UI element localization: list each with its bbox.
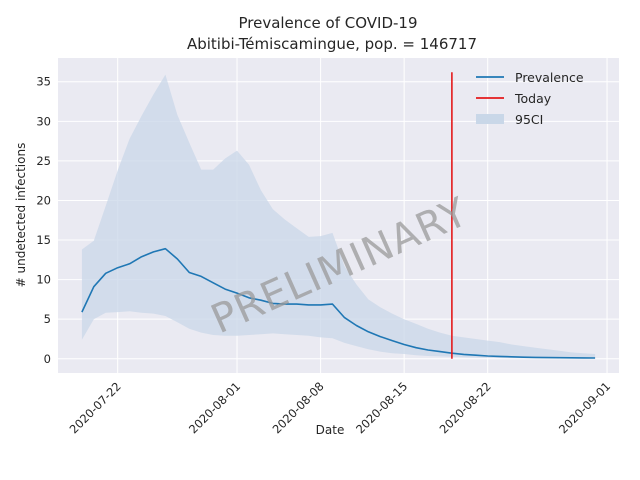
x-tick-label-4: 2020-08-22 (437, 379, 494, 436)
legend-today-label: Today (514, 91, 552, 106)
x-tick-label-1: 2020-08-01 (186, 379, 243, 436)
y-tick-labels: 0 5 10 15 20 25 30 35 (36, 75, 51, 366)
ci-band (81, 74, 596, 359)
legend-ci-swatch (476, 114, 504, 124)
y-tick-label-1: 5 (44, 312, 51, 326)
legend-ci-label: 95CI (515, 112, 543, 127)
y-axis-label: # undetected infections (14, 143, 28, 288)
chart-title: Prevalence of COVID-19 (238, 14, 417, 32)
y-tick-label-3: 15 (36, 233, 51, 247)
chart-subtitle: Abitibi-Témiscamingue, pop. = 146717 (187, 35, 477, 53)
x-axis-label: Date (316, 423, 345, 437)
y-tick-label-2: 10 (36, 273, 51, 287)
prevalence-line (81, 247, 596, 359)
x-tick-label-5: 2020-09-01 (556, 379, 613, 436)
y-tick-label-7: 35 (36, 75, 51, 89)
y-tick-label-4: 20 (36, 193, 51, 207)
legend: Prevalence Today 95CI (476, 70, 584, 127)
x-tick-label-0: 2020-07-22 (67, 379, 124, 436)
y-tick-label-6: 30 (36, 114, 51, 128)
y-tick-label-0: 0 (44, 352, 51, 366)
x-tick-label-3: 2020-08-15 (353, 379, 410, 436)
y-tick-label-5: 25 (36, 154, 51, 168)
legend-prevalence-label: Prevalence (515, 70, 584, 85)
